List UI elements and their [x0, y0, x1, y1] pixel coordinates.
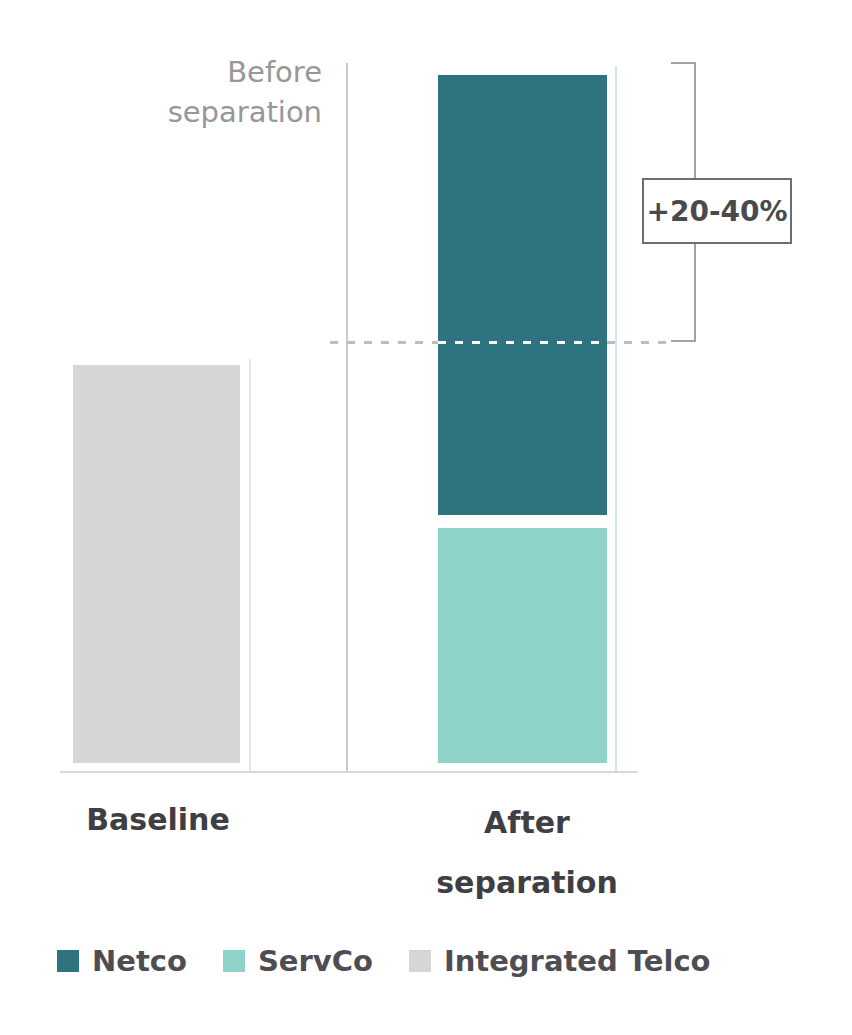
- legend-item-servco: ServCo: [223, 944, 373, 978]
- legend-label-integrated-telco: Integrated Telco: [444, 944, 711, 978]
- increase-callout-box: +20-40%: [642, 178, 792, 244]
- legend-label-netco: Netco: [92, 944, 187, 978]
- legend-item-netco: Netco: [57, 944, 187, 978]
- after-separation-category-label: After separation: [417, 793, 637, 913]
- baseline-bar-edge-line: [249, 359, 251, 772]
- integrated-telco-swatch-icon: [409, 950, 431, 972]
- legend-label-servco: ServCo: [258, 944, 373, 978]
- increase-bracket-top-tick: [671, 62, 696, 64]
- dashed-reference-line-right: [607, 341, 668, 344]
- netco-swatch-icon: [57, 950, 79, 972]
- increase-bracket-bottom-tick: [671, 340, 696, 342]
- before-separation-label: Before separation: [62, 52, 322, 132]
- after-bar-edge-line: [615, 66, 617, 772]
- dashed-reference-line-over-bar: [438, 341, 607, 344]
- baseline-category-label: Baseline: [58, 802, 258, 837]
- netco-bar: [438, 75, 607, 515]
- increase-callout-label: +20-40%: [646, 195, 787, 228]
- x-axis-line: [60, 771, 638, 773]
- dashed-reference-line-left: [330, 341, 438, 344]
- servco-bar: [438, 528, 607, 763]
- servco-swatch-icon: [223, 950, 245, 972]
- integrated-telco-bar: [73, 365, 240, 763]
- legend-item-integrated-telco: Integrated Telco: [409, 944, 711, 978]
- category-divider-line: [346, 63, 348, 772]
- chart-area: Before separation +20-40% Baseline After…: [0, 0, 852, 1035]
- legend: Netco ServCo Integrated Telco: [57, 944, 711, 978]
